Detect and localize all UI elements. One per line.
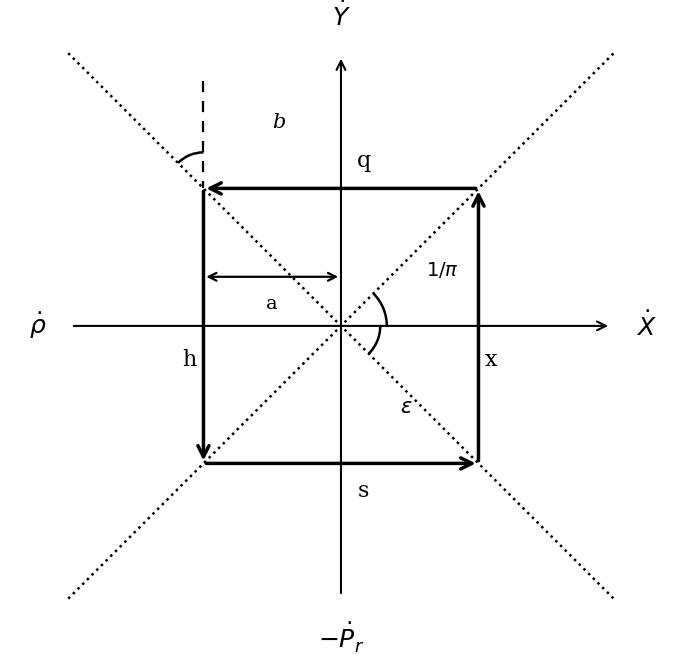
Text: q: q [358,150,371,172]
Text: $\dot{X}$: $\dot{X}$ [636,311,656,341]
Text: $-\dot{P}_r$: $-\dot{P}_r$ [318,621,364,655]
Text: $\varepsilon$: $\varepsilon$ [400,398,412,417]
Text: h: h [183,349,197,371]
Text: $\dot{Y}$: $\dot{Y}$ [332,1,351,31]
Text: $\dot{\rho}$: $\dot{\rho}$ [29,310,47,341]
Text: a: a [266,295,278,313]
Text: $1/\pi$: $1/\pi$ [426,260,459,280]
Text: b: b [272,113,286,133]
Text: x: x [485,349,497,371]
Text: s: s [358,480,369,502]
